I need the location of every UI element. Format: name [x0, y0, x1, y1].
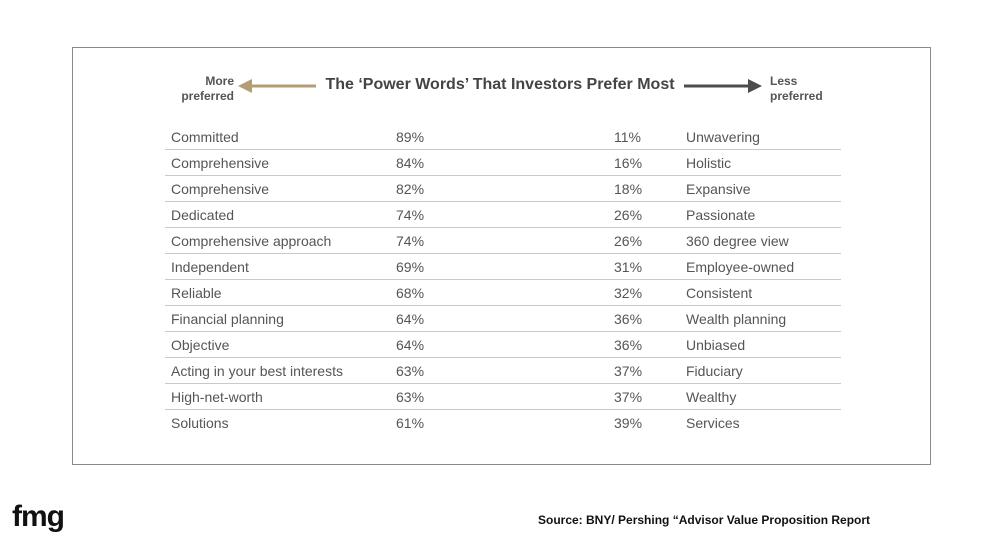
less-preferred-percent-cell: 37%: [608, 383, 680, 410]
less-preferred-word-cell: Services: [686, 414, 740, 431]
preferred-word-cell: High-net-worth: [165, 383, 390, 410]
preferred-word-cell: Comprehensive: [165, 175, 390, 202]
preferred-word-cell: Financial planning: [165, 305, 390, 332]
preferred-word-cell: Solutions: [171, 414, 229, 431]
table-header: More preferred The ‘Power Words’ That In…: [0, 70, 1000, 110]
preferred-percent-cell: 64%: [390, 305, 608, 332]
preferred-word-cell: Independent: [165, 253, 390, 280]
less-preferred-word-cell: Passionate: [680, 201, 841, 228]
table-row: Acting in your best interests 63% 37% Fiduc…: [165, 357, 841, 384]
preferred-percent-cell: 69%: [390, 253, 608, 280]
table-row: Comprehensive 84% 16% Holistic: [165, 149, 841, 176]
less-preferred-word-cell: Employee-owned: [680, 253, 841, 280]
table-row: Comprehensive approach 74% 26% 360 degree v…: [165, 227, 841, 254]
less-preferred-percent-cell: 16%: [608, 149, 680, 176]
less-preferred-line1: Less: [770, 74, 798, 88]
less-preferred-word-cell: Wealth planning: [680, 305, 841, 332]
preferred-percent-cell: 64%: [390, 331, 608, 358]
table-frame: [72, 47, 931, 465]
table-row: Solutions 61% 39% Services: [165, 410, 841, 436]
less-preferred-percent-cell: 11%: [608, 124, 680, 150]
more-preferred-line2: preferred: [181, 89, 234, 103]
preferred-percent-cell: 84%: [390, 149, 608, 176]
preferred-percent-cell: 74%: [390, 227, 608, 254]
arrow-right-icon: [684, 79, 762, 93]
table-row: Independent 69% 31% Employee-owned: [165, 253, 841, 280]
preferred-word-cell: Objective: [165, 331, 390, 358]
table-row: Comprehensive 82% 18% Expansive: [165, 175, 841, 202]
more-preferred-line1: More: [205, 74, 234, 88]
less-preferred-word-cell: Consistent: [680, 279, 841, 306]
preferred-percent-cell: 68%: [390, 279, 608, 306]
less-preferred-percent-cell: 36%: [608, 305, 680, 332]
less-preferred-word-cell: Unwavering: [680, 124, 841, 150]
less-preferred-word-cell: Unbiased: [680, 331, 841, 358]
less-preferred-percent-cell: 31%: [608, 253, 680, 280]
arrow-left-icon: [238, 79, 316, 93]
table-row: Reliable 68% 32% Consistent: [165, 279, 841, 306]
power-words-table: Committed 89% 11% Unwavering Comprehensive 84…: [165, 124, 841, 435]
less-preferred-word-cell: Expansive: [680, 175, 841, 202]
less-preferred-percent-cell: 32%: [608, 279, 680, 306]
table-row: Committed 89% 11% Unwavering: [165, 124, 841, 150]
more-preferred-label: More preferred: [170, 74, 234, 104]
less-preferred-percent-cell: 36%: [608, 331, 680, 358]
table-row: Financial planning 64% 36% Wealth planning: [165, 305, 841, 332]
less-preferred-word-cell: Fiduciary: [680, 357, 841, 384]
less-preferred-word-cell: Holistic: [680, 149, 841, 176]
preferred-percent-cell: 74%: [390, 201, 608, 228]
less-preferred-percent-cell: 18%: [608, 175, 680, 202]
preferred-percent-cell: 63%: [390, 383, 608, 410]
less-preferred-label: Less preferred: [770, 74, 840, 104]
preferred-word-cell: Reliable: [165, 279, 390, 306]
less-preferred-percent-cell: 39%: [614, 414, 643, 431]
preferred-percent-cell: 61%: [396, 414, 425, 431]
less-preferred-percent-cell: 26%: [608, 227, 680, 254]
less-preferred-word-cell: 360 degree view: [680, 227, 841, 254]
source-note: Source: BNY/ Pershing “Advisor Value Pro…: [538, 513, 871, 527]
less-preferred-word-cell: Wealthy: [680, 383, 841, 410]
preferred-word-cell: Committed: [165, 124, 390, 150]
table-row: Dedicated 74% 26% Passionate: [165, 201, 841, 228]
preferred-word-cell: Dedicated: [165, 201, 390, 228]
preferred-word-cell: Comprehensive: [165, 149, 390, 176]
less-preferred-percent-cell: 37%: [608, 357, 680, 384]
page-title: The ‘Power Words’ That Investors Prefer …: [325, 76, 675, 93]
less-preferred-percent-cell: 26%: [608, 201, 680, 228]
preferred-percent-cell: 63%: [390, 357, 608, 384]
preferred-word-cell: Comprehensive approach: [165, 227, 390, 254]
fmg-logo: fmg: [12, 500, 65, 533]
preferred-word-cell: Acting in your best interests: [165, 357, 390, 384]
table-row: High-net-worth 63% 37% Wealthy: [165, 383, 841, 410]
table-row: Objective 64% 36% Unbiased: [165, 331, 841, 358]
less-preferred-line2: preferred: [770, 89, 823, 103]
preferred-percent-cell: 82%: [390, 175, 608, 202]
preferred-percent-cell: 89%: [390, 124, 608, 150]
